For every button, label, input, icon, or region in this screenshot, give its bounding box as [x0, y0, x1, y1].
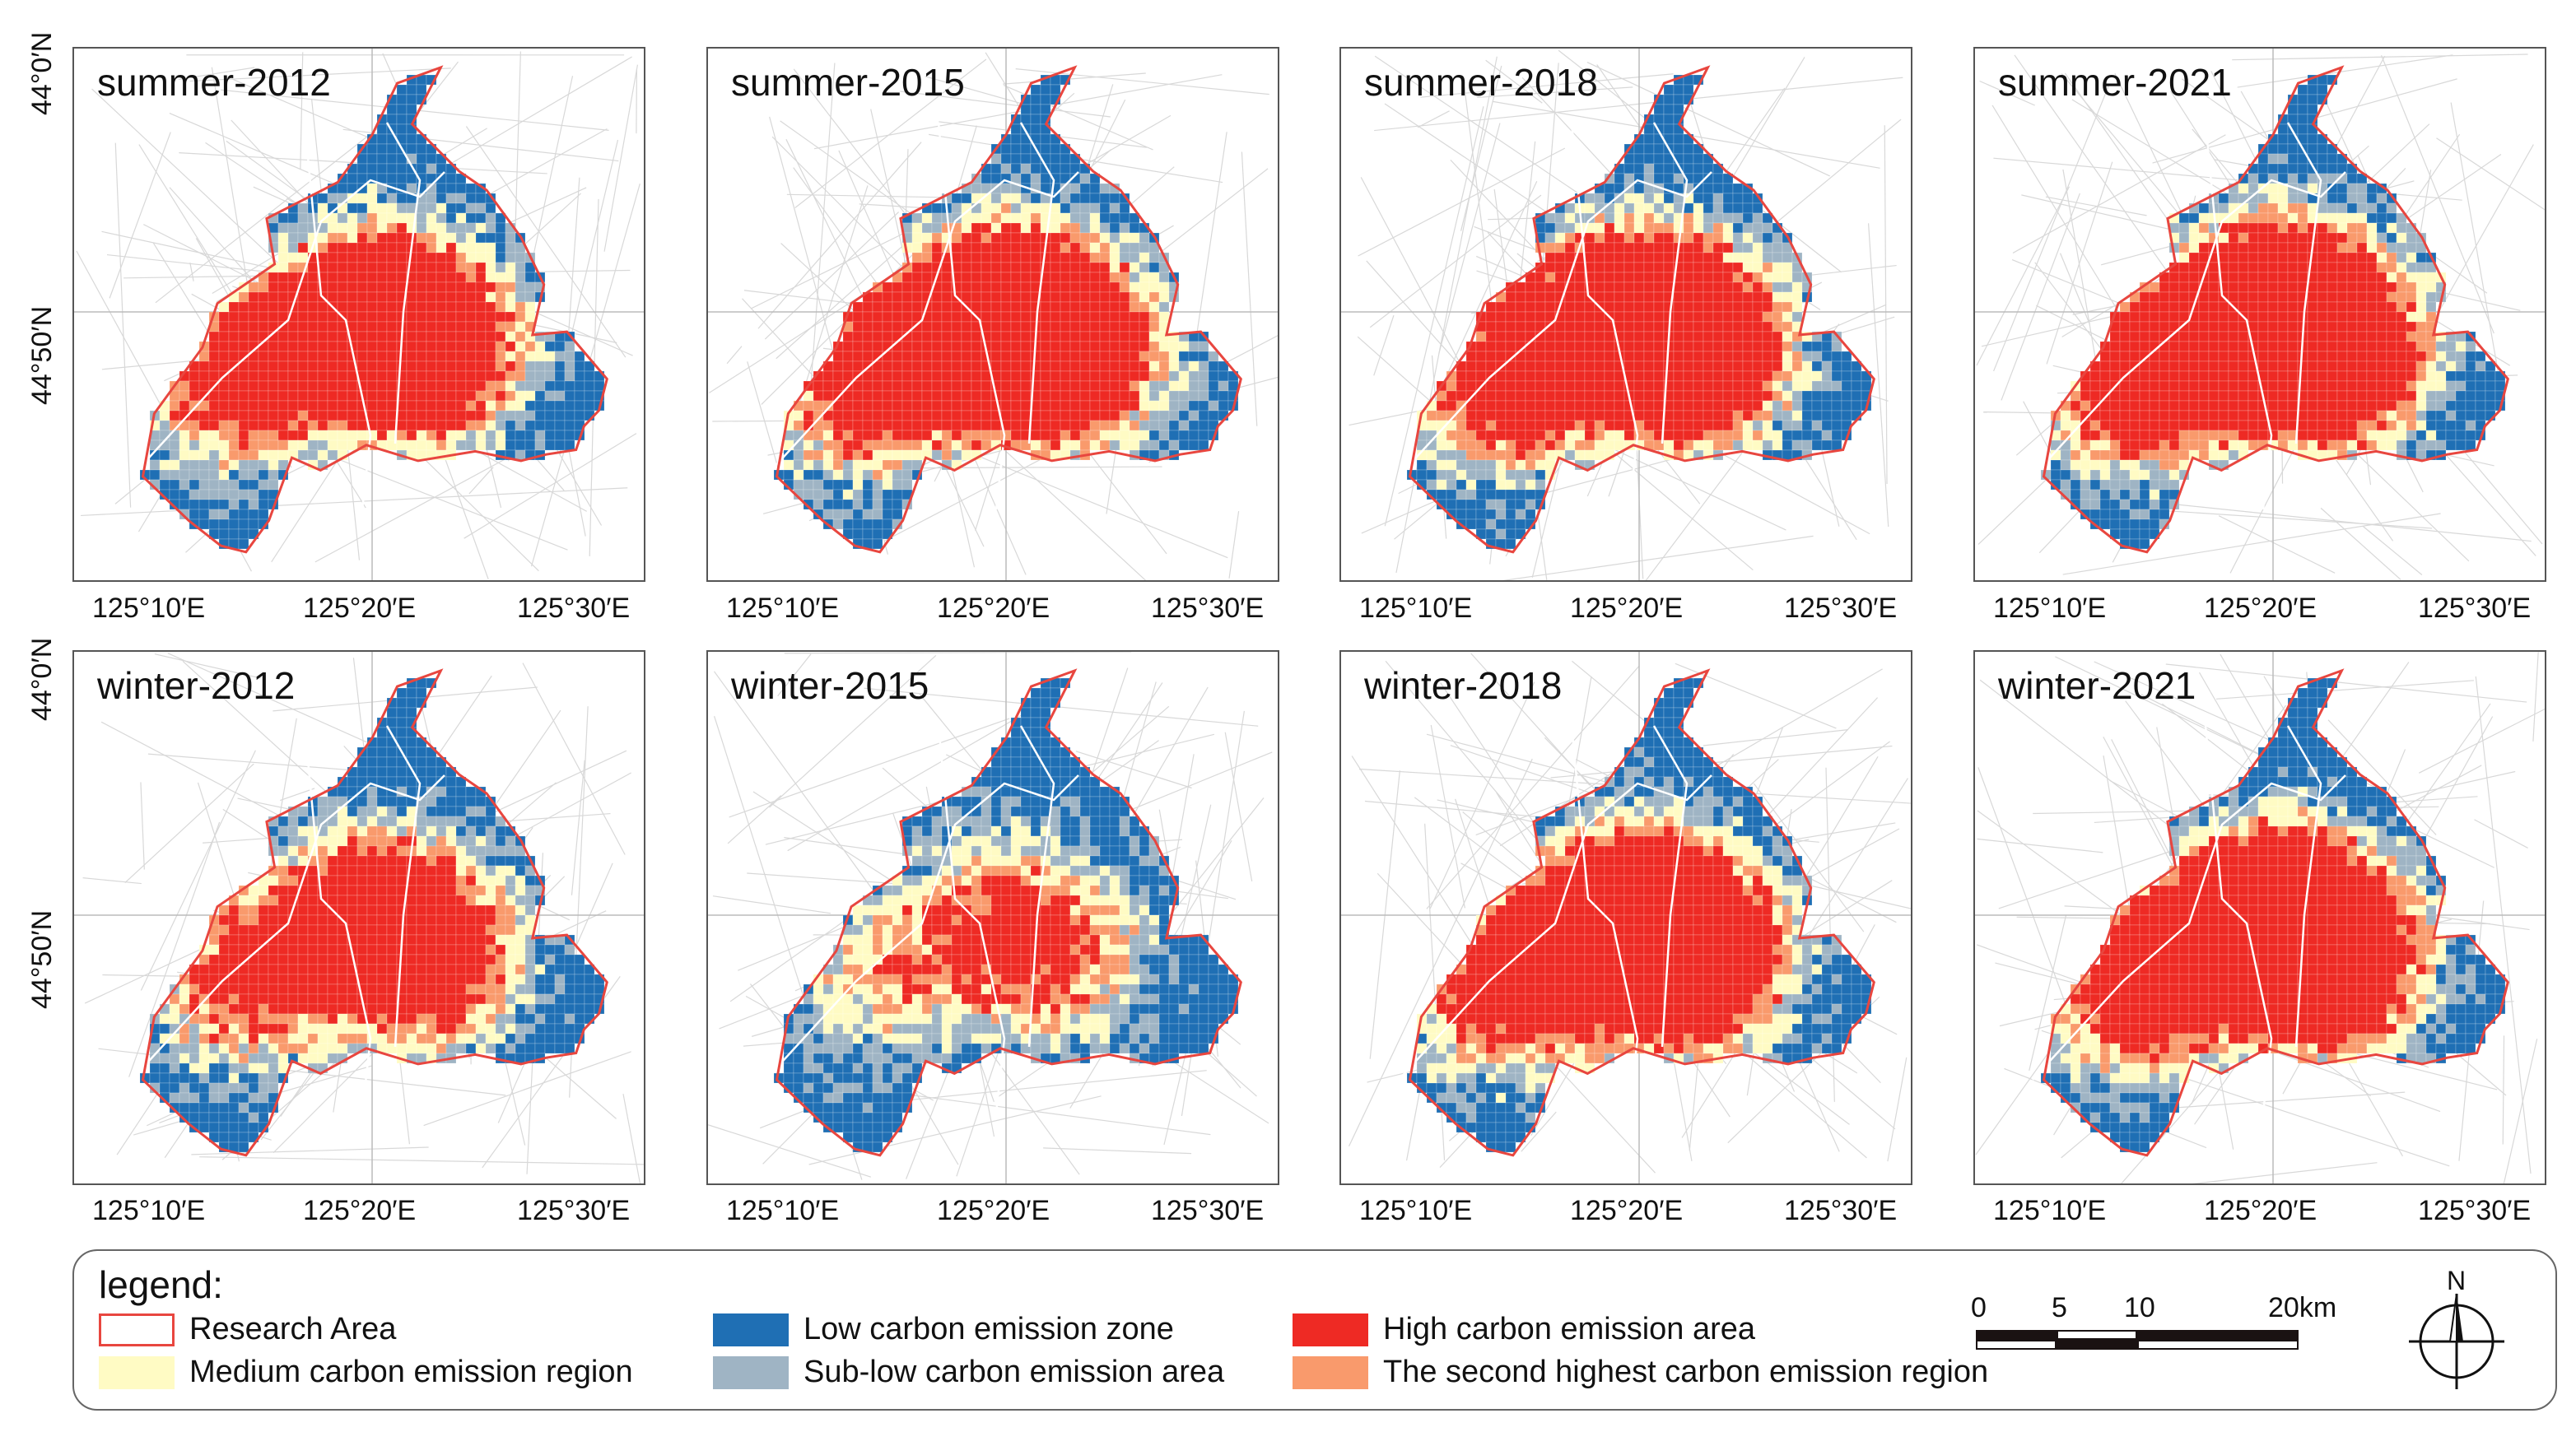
legend-item-high: High carbon emission area [1293, 1312, 1755, 1347]
y-tick-label: 44°0′N [26, 31, 58, 115]
scale-label: 10 [2124, 1292, 2155, 1323]
legend-item-low: Low carbon emission zone [713, 1312, 1174, 1347]
x-tick-label: 125°30′E [1151, 593, 1265, 624]
legend-item-research-area: Research Area [99, 1312, 396, 1347]
north-arrow-icon: N [2396, 1266, 2519, 1397]
panel-title: summer-2018 [1364, 61, 1598, 104]
x-tick-label: 125°20′E [937, 1195, 1050, 1226]
panel-title: summer-2021 [1998, 61, 2232, 104]
map-panel-summer-2015: summer-2015 [706, 47, 1279, 582]
x-tick-label: 125°20′E [303, 593, 417, 624]
x-tick-label: 125°30′E [2418, 593, 2532, 624]
legend-swatch [1293, 1355, 1368, 1389]
x-tick-label: 125°30′E [517, 1195, 631, 1226]
x-tick-label: 125°10′E [1993, 1195, 2107, 1226]
legend-label: Low carbon emission zone [804, 1312, 1174, 1346]
x-tick-label: 125°20′E [937, 593, 1050, 624]
legend-swatch [99, 1313, 175, 1346]
legend: legend: Research Area Medium carbon emis… [72, 1249, 2557, 1411]
map-canvas [1341, 652, 1911, 1183]
x-tick-label: 125°10′E [92, 1195, 206, 1226]
x-tick-label: 125°20′E [303, 1195, 417, 1226]
x-tick-label: 125°20′E [1570, 593, 1684, 624]
legend-label: Sub-low carbon emission area [804, 1355, 1225, 1389]
x-tick-label: 125°30′E [1784, 593, 1898, 624]
x-tick-label: 125°30′E [517, 593, 631, 624]
map-canvas [1975, 49, 2545, 580]
legend-label: The second highest carbon emission regio… [1383, 1355, 1989, 1389]
scale-label: 20km [2268, 1292, 2337, 1323]
x-tick-label: 125°20′E [2204, 1195, 2317, 1226]
x-tick-label: 125°20′E [1570, 1195, 1684, 1226]
legend-label: High carbon emission area [1383, 1312, 1756, 1346]
scale-label: 0 [1971, 1292, 1987, 1323]
map-canvas [74, 49, 644, 580]
legend-item-second-highest: The second highest carbon emission regio… [1293, 1355, 1988, 1390]
panel-title: summer-2015 [731, 61, 965, 104]
map-panel-winter-2021: winter-2021 [1973, 650, 2546, 1185]
map-canvas [708, 652, 1278, 1183]
north-label: N [2447, 1266, 2467, 1295]
x-tick-label: 125°10′E [726, 593, 840, 624]
legend-item-medium: Medium carbon emission region [99, 1355, 633, 1390]
scale-bar: 0 5 10 20km [1968, 1292, 2336, 1383]
panel-title: winter-2015 [731, 664, 929, 707]
panel-title: winter-2012 [97, 664, 296, 707]
x-tick-label: 125°10′E [726, 1195, 840, 1226]
legend-label: Medium carbon emission region [189, 1355, 633, 1389]
legend-label: Research Area [189, 1312, 397, 1346]
map-panel-summer-2018: summer-2018 [1339, 47, 1912, 582]
x-tick-label: 125°30′E [1784, 1195, 1898, 1226]
map-panel-winter-2012: winter-2012 [72, 650, 645, 1185]
map-panel-winter-2015: winter-2015 [706, 650, 1279, 1185]
panel-title: winter-2021 [1998, 664, 2196, 707]
map-canvas [1975, 652, 2545, 1183]
legend-swatch [1293, 1313, 1368, 1346]
x-tick-label: 125°20′E [2204, 593, 2317, 624]
panel-title: winter-2018 [1364, 664, 1563, 707]
legend-swatch [713, 1313, 789, 1346]
y-tick-label: 44°0′N [26, 637, 58, 721]
map-panel-winter-2018: winter-2018 [1339, 650, 1912, 1185]
x-tick-label: 125°10′E [92, 593, 206, 624]
x-tick-label: 125°30′E [2418, 1195, 2532, 1226]
map-canvas [1341, 49, 1911, 580]
x-tick-label: 125°10′E [1993, 593, 2107, 624]
y-tick-label: 44°50′N [26, 909, 58, 1009]
map-canvas [708, 49, 1278, 580]
x-tick-label: 125°10′E [1359, 1195, 1473, 1226]
legend-item-sublow: Sub-low carbon emission area [713, 1355, 1224, 1390]
legend-title: legend: [99, 1263, 223, 1306]
x-tick-label: 125°30′E [1151, 1195, 1265, 1226]
map-panel-summer-2021: summer-2021 [1973, 47, 2546, 582]
map-canvas [74, 652, 644, 1183]
y-tick-label: 44°50′N [26, 305, 58, 405]
legend-swatch [99, 1355, 175, 1389]
panel-title: summer-2012 [97, 61, 331, 104]
scale-label: 5 [2052, 1292, 2067, 1323]
legend-swatch [713, 1355, 789, 1389]
map-panel-summer-2012: summer-2012 [72, 47, 645, 582]
x-tick-label: 125°10′E [1359, 593, 1473, 624]
